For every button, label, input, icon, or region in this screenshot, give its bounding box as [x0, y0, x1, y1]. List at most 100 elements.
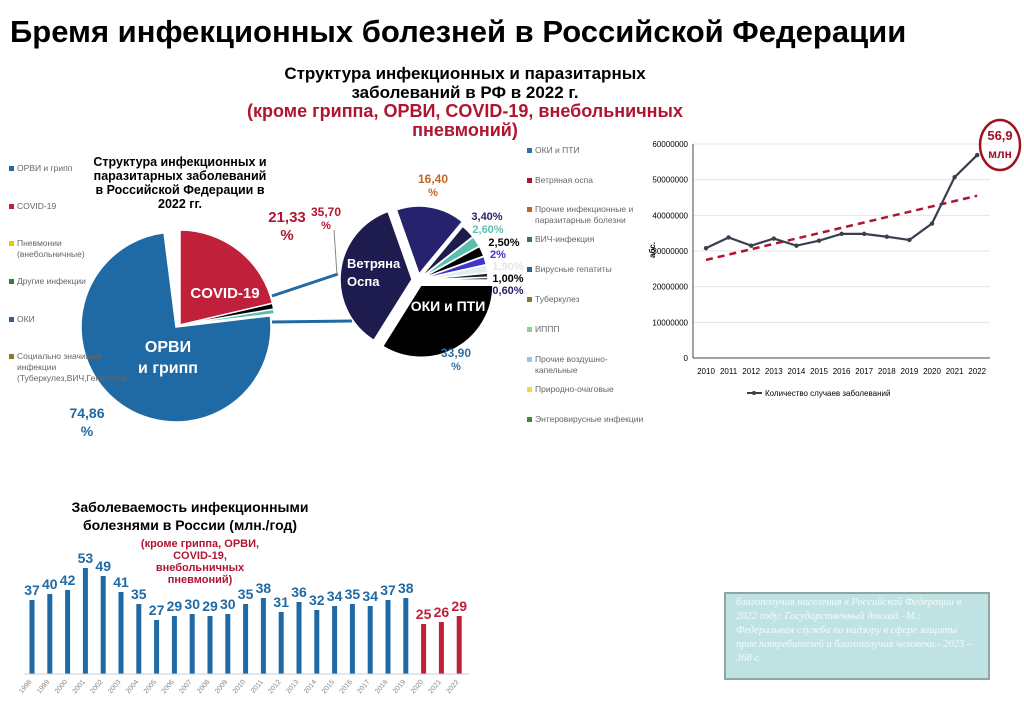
- bar-xtick: 2016: [339, 679, 354, 696]
- bar-xtick: 2013: [285, 679, 300, 696]
- bar: [189, 614, 195, 674]
- bar: [243, 604, 249, 674]
- subtitle-exclusions: (кроме гриппа, ОРВИ, COVID-19, внебольни…: [247, 101, 683, 140]
- line-legend-marker: [752, 391, 756, 395]
- bar: [47, 594, 53, 674]
- line-xtick: 2019: [901, 367, 919, 376]
- pie1-inner-orvi2: и грипп: [138, 360, 198, 377]
- bar-xtick: 2015: [321, 679, 336, 696]
- bar: [456, 616, 462, 674]
- bar-chart-title: Заболеваемость инфекционными болезнями в…: [71, 499, 309, 533]
- pie1-legend-item: COVID-19: [9, 201, 124, 212]
- line-point: [952, 174, 957, 180]
- bar-xtick: 2002: [89, 679, 104, 696]
- pie1-label-covid: 21,33: [268, 209, 306, 226]
- pie1-slice: [179, 229, 274, 326]
- bar: [82, 568, 88, 674]
- pie2-legend-item: Прочие инфекционные и паразитарные болез…: [527, 204, 645, 226]
- citation-box: благополучия населения в Российской Феде…: [724, 592, 990, 680]
- pie2-inner-varicella: Ветряна: [347, 256, 401, 271]
- pie2-label: 2,50%: [488, 237, 519, 249]
- bar-xtick: 2014: [303, 679, 318, 696]
- pie2-legend-item: Энтеровирусные инфекции: [527, 414, 645, 425]
- bar-value-label: 30: [184, 596, 200, 612]
- legend-label: Другие инфекции: [17, 276, 86, 286]
- line-xtick: 2021: [946, 367, 964, 376]
- line-xtick: 2016: [833, 367, 851, 376]
- bar: [349, 604, 355, 674]
- legend-label: Прочие воздушно-капельные: [535, 354, 608, 375]
- bar-value-label: 26: [434, 604, 450, 620]
- legend-swatch: [527, 237, 532, 242]
- legend-swatch: [9, 279, 14, 284]
- legend-label: Прочие инфекционные и паразитарные болез…: [535, 204, 634, 225]
- legend-label: Вирусные гепатиты: [535, 264, 612, 274]
- bar-value-label: 29: [202, 598, 218, 614]
- legend-label: ОРВИ и грипп: [17, 163, 73, 173]
- connector-line-bottom: [271, 319, 353, 324]
- legend-label: ОКИ: [17, 314, 35, 324]
- line-ytick: 50000000: [652, 176, 688, 185]
- bar-xtick: 2018: [374, 679, 389, 696]
- legend-swatch: [9, 317, 14, 322]
- line-point: [839, 231, 844, 237]
- pie2-label: 0,60%: [492, 285, 523, 297]
- bar-value-label: 34: [327, 588, 343, 604]
- legend-swatch: [527, 327, 532, 332]
- pie2-slice: [339, 210, 413, 342]
- legend-swatch: [9, 354, 14, 359]
- bar: [278, 612, 284, 674]
- pie1-legend-item: Пневмонии (внебольничные): [9, 238, 124, 260]
- line-xtick: 2018: [878, 367, 896, 376]
- line-xtick: 2015: [810, 367, 828, 376]
- legend-swatch: [527, 357, 532, 362]
- line-annotation-unit: млн: [988, 147, 1012, 161]
- bar-xtick: 2017: [356, 679, 371, 696]
- line-ytick: 40000000: [652, 211, 688, 220]
- bar-value-label: 27: [149, 602, 165, 618]
- legend-label: Пневмонии (внебольничные): [17, 238, 85, 259]
- bar: [296, 602, 302, 674]
- legend-label: Энтеровирусные инфекции: [535, 414, 644, 424]
- bar: [29, 600, 35, 674]
- bar-value-label: 35: [345, 586, 361, 602]
- legend-swatch: [527, 178, 532, 183]
- pie2-label: 3,40%: [471, 211, 502, 223]
- pie2-legend-item: Природно-очаговые: [527, 384, 645, 395]
- line-xtick: 2012: [742, 367, 760, 376]
- bar-value-label: 35: [238, 586, 254, 602]
- pie2-inner-varicella2: Оспа: [347, 274, 380, 289]
- bar: [154, 620, 160, 674]
- bar-xtick: 2020: [410, 679, 425, 696]
- pie1-legend-item: Социально значимые инфекции (Туберкулез,…: [9, 351, 126, 384]
- line-ytick: 10000000: [652, 318, 688, 327]
- bar-xtick: 2010: [232, 679, 247, 696]
- legend-label: ОКИ и ПТИ: [535, 145, 580, 155]
- line-xtick: 2011: [720, 367, 738, 376]
- pie1-legend-item: Другие инфекции: [9, 276, 124, 287]
- legend-swatch: [9, 166, 14, 171]
- pie1-legend-item: ОКИ: [9, 314, 124, 325]
- line-point: [726, 235, 731, 240]
- pie2-inner-oki: ОКИ и ПТИ: [411, 298, 486, 314]
- bar: [118, 592, 124, 674]
- pie1-inner-covid: COVID-19: [190, 285, 259, 302]
- legend-label: Туберкулез: [535, 294, 580, 304]
- bar-value-label: 37: [24, 582, 40, 598]
- pie1-slice: [179, 308, 276, 326]
- bar-xtick: 2003: [107, 679, 122, 696]
- legend-label: Социально значимые инфекции (Туберкулез,…: [17, 351, 126, 383]
- legend-swatch: [527, 387, 532, 392]
- bar: [260, 598, 266, 674]
- pie2-label: 33,90: [441, 346, 471, 360]
- bar-value-label: 34: [362, 588, 378, 604]
- legend-label: Ветряная оспа: [535, 175, 593, 185]
- bar: [207, 616, 213, 674]
- pie2-legend-item: Вирусные гепатиты: [527, 264, 645, 275]
- legend-swatch: [527, 148, 532, 153]
- bar-value-label: 29: [451, 598, 467, 614]
- bar-value-label: 36: [291, 584, 307, 600]
- bar-xtick: 2008: [196, 679, 211, 696]
- line-ytick: 30000000: [652, 247, 688, 256]
